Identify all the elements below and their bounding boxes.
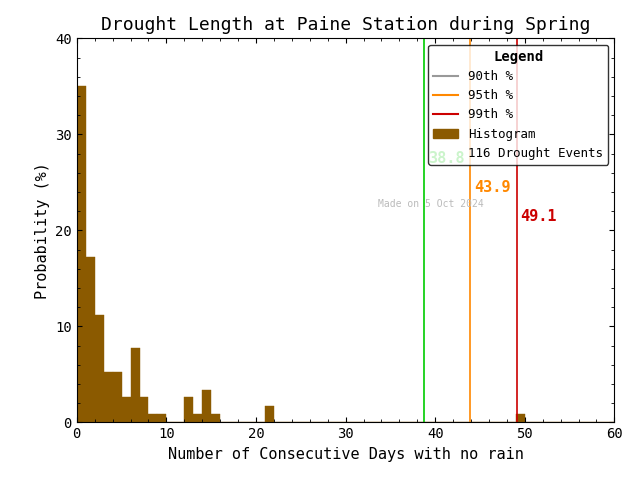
Bar [516,414,525,422]
Bar [193,414,202,422]
Title: Drought Length at Paine Station during Spring: Drought Length at Paine Station during S… [101,16,590,34]
Legend: 90th %, 95th %, 99th %, Histogram, 116 Drought Events: 90th %, 95th %, 99th %, Histogram, 116 D… [428,45,608,165]
Bar [148,414,157,422]
X-axis label: Number of Consecutive Days with no rain: Number of Consecutive Days with no rain [168,447,524,462]
Bar [113,372,122,422]
Bar [157,414,166,422]
Bar [140,397,148,422]
Text: 38.8: 38.8 [428,151,465,166]
Bar [202,390,211,422]
Bar [131,348,140,422]
Bar [211,414,220,422]
Text: 43.9: 43.9 [474,180,510,195]
Y-axis label: Probability (%): Probability (%) [35,162,50,299]
Bar [122,397,131,422]
Bar [265,406,274,422]
Bar [184,397,193,422]
Bar [86,257,95,422]
Bar [104,372,113,422]
Bar [77,86,86,422]
Text: Made on 5 Oct 2024: Made on 5 Oct 2024 [378,199,484,209]
Bar [95,315,104,422]
Text: 49.1: 49.1 [520,209,557,224]
